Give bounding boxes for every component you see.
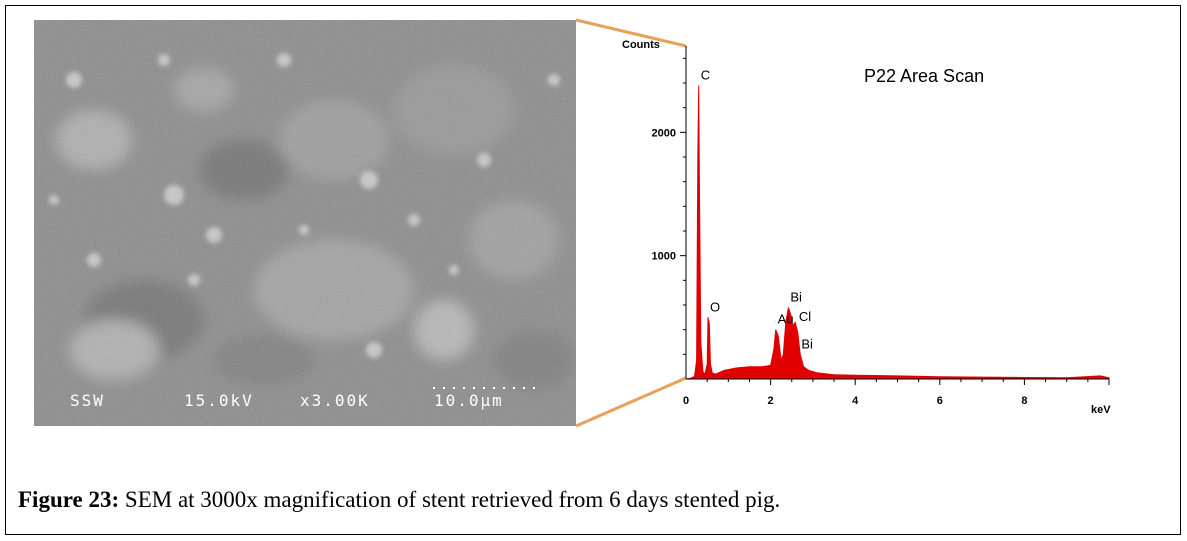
peak-label: Bi <box>801 336 813 351</box>
sem-scale-text: 10.0µm <box>434 391 504 410</box>
peak-label: Au <box>778 312 794 327</box>
y-tick-label: 1000 <box>652 251 676 263</box>
spectrum-series <box>685 85 1110 380</box>
x-tick-label: 0 <box>683 395 689 407</box>
sem-voltage-text: 15.0kV <box>184 391 254 410</box>
chart-title: P22 Area Scan <box>864 66 984 86</box>
plot-area: 1000 2000 0 2 4 6 8 C O Au Bi Cl Bi <box>652 46 1110 407</box>
peak-label: Cl <box>799 309 811 324</box>
figure-caption: Figure 23: SEM at 3000x magnification of… <box>18 487 780 513</box>
sem-databar: SSW 15.0kV x3.00K 10.0µm <box>70 387 539 410</box>
peak-label: C <box>701 67 710 82</box>
y-tick-label: 2000 <box>652 127 676 139</box>
x-axis-title: keV <box>1091 404 1111 416</box>
x-tick-label: 8 <box>1021 395 1027 407</box>
caption-text: SEM at 3000x magnification of stent retr… <box>119 487 781 512</box>
eds-spectrum-chart: Counts P22 Area Scan 1000 2000 0 2 4 6 8 C O Au Bi… <box>622 39 1111 416</box>
x-tick-label: 2 <box>768 395 774 407</box>
sem-label-text: SSW <box>70 391 105 410</box>
caption-label: Figure 23: <box>18 487 120 512</box>
sem-micrograph: SSW 15.0kV x3.00K 10.0µm <box>34 20 576 426</box>
figure-frame <box>5 5 1181 535</box>
y-axis-title: Counts <box>622 39 660 51</box>
sem-magnification-text: x3.00K <box>300 391 370 410</box>
x-tick-label: 6 <box>937 395 943 407</box>
peak-label: Bi <box>790 289 802 304</box>
peak-label: O <box>710 299 720 314</box>
x-tick-label: 4 <box>852 395 859 407</box>
